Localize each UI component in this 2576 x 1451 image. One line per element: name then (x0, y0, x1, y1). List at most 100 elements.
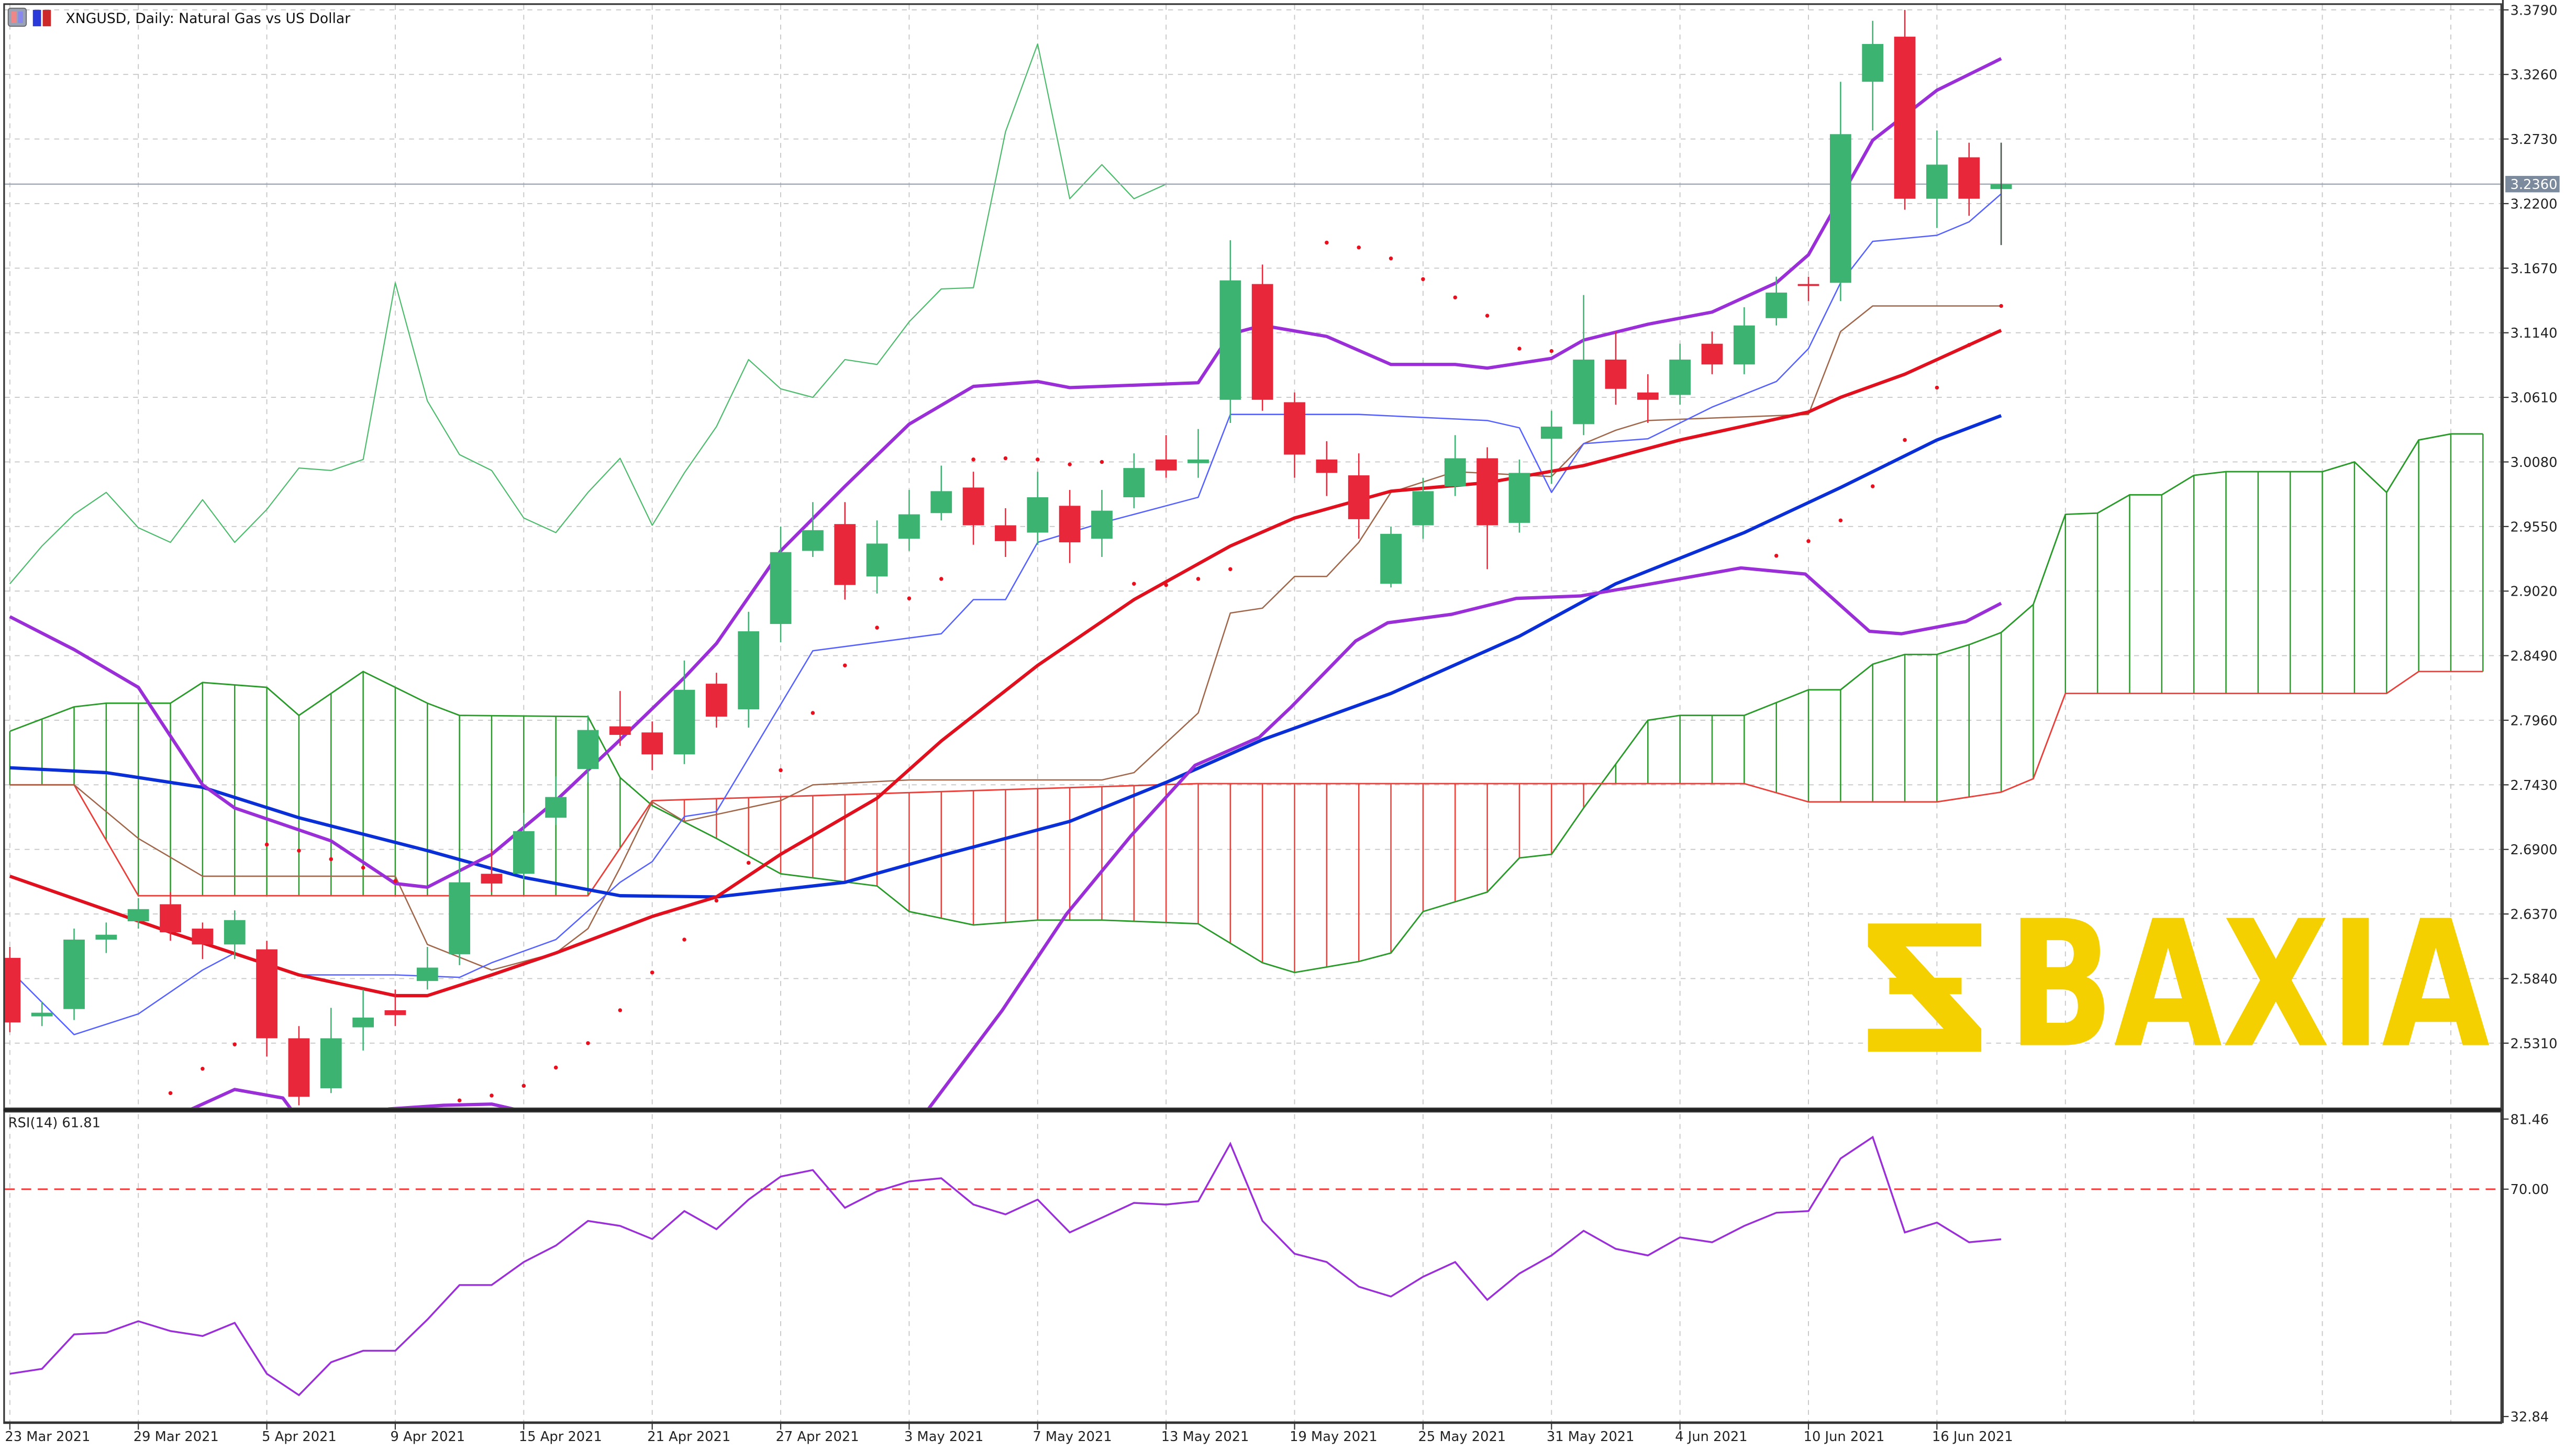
candle-body (962, 487, 984, 526)
bearish-candle (1894, 9, 1916, 210)
senkou-span-b-line (9, 671, 2483, 897)
bearish-candle (1476, 447, 1498, 570)
time-tick-label: 10 Jun 2021 (1804, 1429, 1885, 1445)
parabolic-sar-dot (1068, 462, 1072, 466)
parabolic-sar-dot (232, 1042, 237, 1046)
candle-body (352, 1017, 374, 1028)
bullish-candle (1926, 130, 1948, 228)
parabolic-sar-dot (521, 1084, 526, 1088)
bearish-candle (705, 673, 727, 728)
parabolic-sar-dot (682, 937, 686, 942)
bearish-candle (1284, 392, 1305, 478)
indicators-icon (32, 9, 51, 27)
parabolic-sar-dot (1999, 304, 2003, 308)
bullish-candle (127, 898, 149, 929)
time-tick-label: 23 Mar 2021 (5, 1429, 90, 1445)
candle-body (1476, 458, 1498, 526)
bearish-candle (1251, 264, 1273, 411)
baxia-logo: BAXIA (1868, 884, 2491, 1087)
candle-body (609, 726, 631, 735)
bearish-candle (1348, 453, 1370, 539)
price-tick-label: 3.1140 (2510, 326, 2557, 341)
candle-body (1316, 459, 1338, 473)
candle-body (673, 689, 695, 755)
bullish-candle (224, 910, 246, 959)
parabolic-sar-dot (1806, 539, 1811, 543)
bearish-candle (995, 508, 1016, 557)
bullish-candle (930, 465, 952, 521)
bearish-candle (1316, 441, 1338, 496)
parabolic-sar-dot (842, 663, 847, 667)
candle-body (256, 949, 277, 1039)
candle-body (1251, 284, 1273, 400)
candle-body (1669, 359, 1691, 395)
bullish-candle (1412, 477, 1434, 539)
price-tick-label: 3.1670 (2510, 261, 2557, 277)
parabolic-sar-dot (1517, 347, 1522, 351)
parabolic-sar-dot (650, 970, 654, 975)
candle-body (1187, 459, 1209, 463)
time-tick-label: 9 Apr 2021 (391, 1429, 465, 1445)
candle-body (1573, 359, 1595, 425)
parabolic-sar-dot (810, 711, 815, 715)
fast-moving-average-line (9, 329, 2002, 998)
parabolic-sar-dot (1870, 484, 1875, 488)
time-tick-label: 29 Mar 2021 (134, 1429, 219, 1445)
rsi-tick-label: 70.00 (2510, 1182, 2549, 1198)
bullish-candle (1829, 82, 1851, 302)
bearish-candle (384, 989, 406, 1026)
parabolic-sar-dot (1935, 385, 1939, 390)
parabolic-sar-dot (779, 768, 783, 773)
candle-body (63, 939, 85, 1009)
candle-body (1444, 458, 1466, 487)
parabolic-sar-dot (553, 1065, 558, 1070)
candle-body (1637, 392, 1659, 400)
time-tick-label: 7 May 2021 (1032, 1429, 1112, 1445)
candle-body (5, 957, 21, 1023)
price-tick-label: 2.5840 (2510, 972, 2557, 987)
time-tick-label: 16 Jun 2021 (1932, 1429, 2013, 1445)
rsi-pane: RSI(14) 61.81 (5, 1115, 2501, 1397)
candle-body (1829, 134, 1851, 283)
candle-body (1605, 359, 1627, 389)
candle-body (1380, 533, 1402, 584)
parabolic-sar-dot (1132, 582, 1136, 586)
bearish-candle (1059, 490, 1081, 563)
parabolic-sar-dot (746, 861, 751, 865)
bearish-candle (160, 892, 181, 941)
candle-body (416, 967, 438, 981)
bearish-candle (1958, 142, 1980, 216)
parabolic-sar-dot (457, 1098, 462, 1103)
bullish-candle (866, 520, 888, 594)
parabolic-sar-dot (1164, 583, 1168, 587)
parabolic-sar-dot (201, 1066, 205, 1071)
candle-body (288, 1038, 310, 1097)
bullish-candle (738, 611, 760, 728)
candle-body (1091, 510, 1113, 539)
parabolic-sar-dot (361, 865, 365, 870)
bullish-candle (63, 929, 85, 1020)
parabolic-sar-dot (1100, 460, 1104, 464)
slow-moving-average-line (9, 414, 2002, 899)
candle-body (1155, 459, 1177, 471)
lower-band-line (191, 566, 2002, 1108)
candle-body (834, 524, 856, 585)
bullish-candle (1766, 276, 1787, 326)
price-tick-label: 2.7430 (2510, 778, 2557, 794)
parabolic-sar-dot (168, 1091, 173, 1096)
bullish-candle (1091, 490, 1113, 557)
candlesticks (5, 9, 2012, 1106)
price-tick-label: 3.2200 (2510, 196, 2557, 212)
price-tick-label: 2.9020 (2510, 584, 2557, 600)
bullish-candle (577, 715, 599, 783)
time-tick-label: 15 Apr 2021 (519, 1429, 602, 1445)
time-tick-label: 5 Apr 2021 (262, 1429, 337, 1445)
parabolic-sar-dot (1421, 277, 1425, 282)
bullish-candle (1573, 295, 1595, 436)
time-tick-label: 27 Apr 2021 (776, 1429, 859, 1445)
price-tick-label: 3.0610 (2510, 390, 2557, 406)
bearish-candle (1797, 276, 1819, 302)
bullish-candle (1508, 459, 1530, 533)
